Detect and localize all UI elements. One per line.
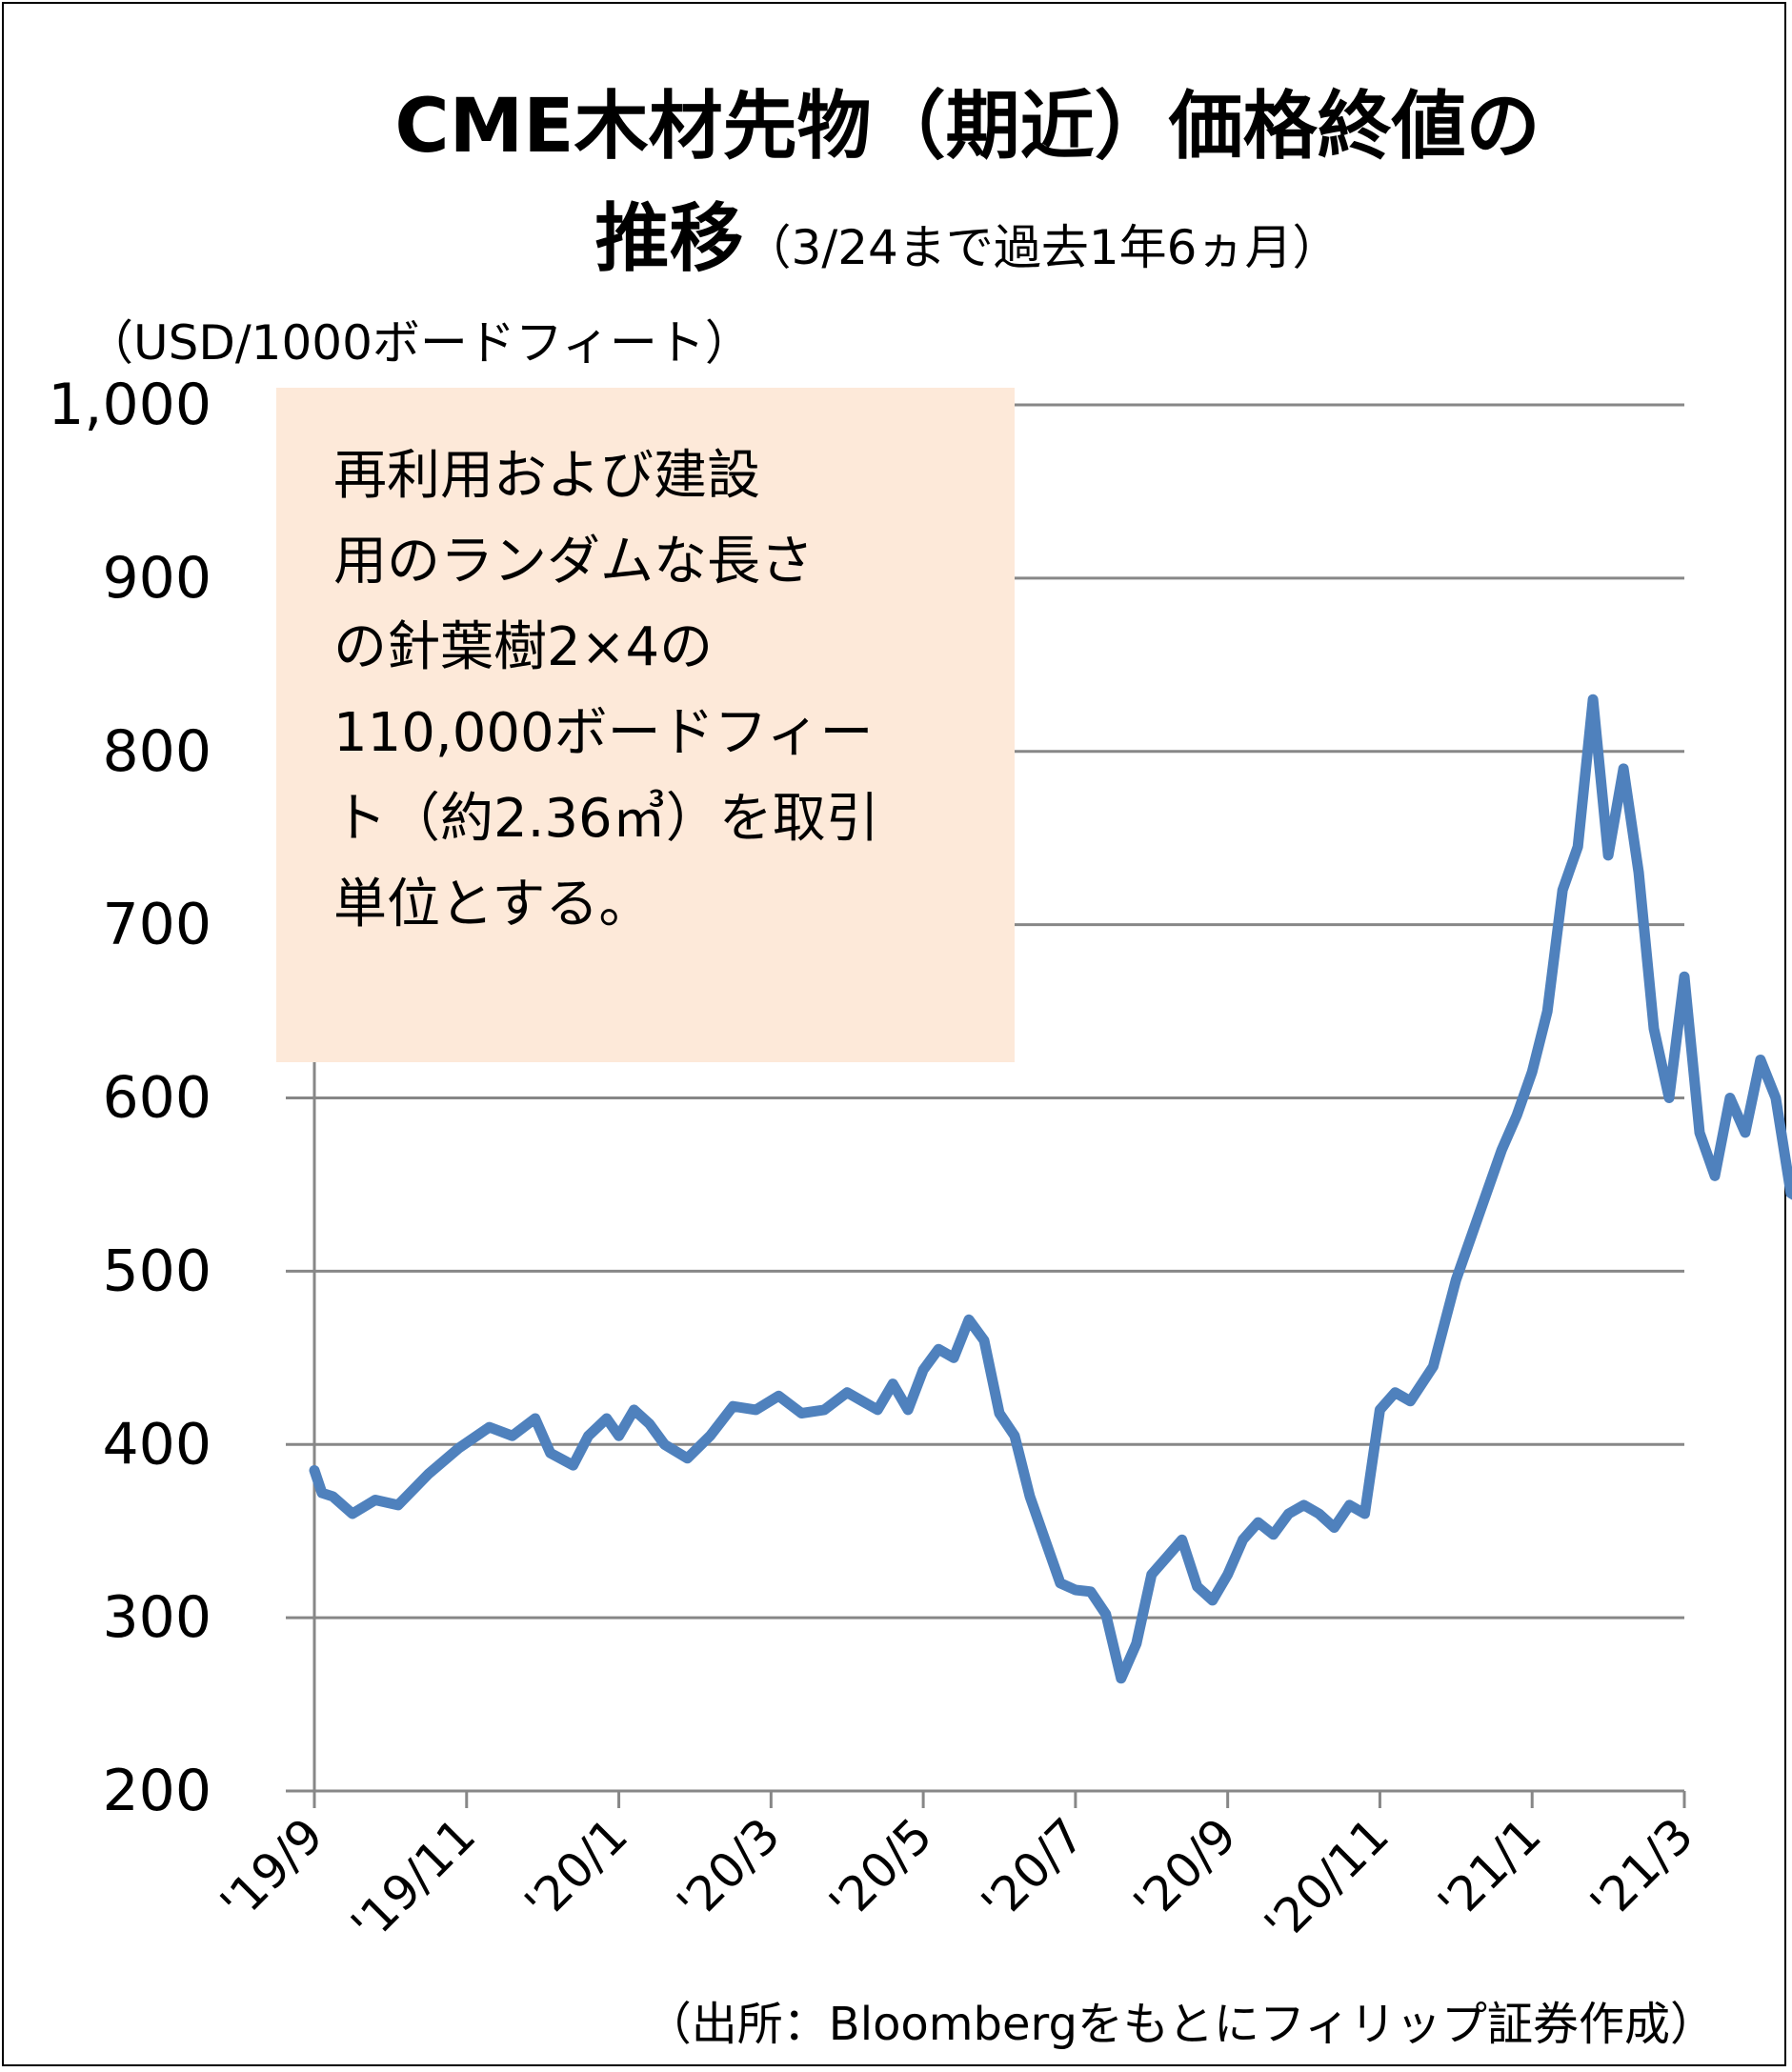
y-tick-label: 1,000 — [48, 372, 211, 438]
x-tick-label: '19/9 — [210, 1807, 333, 1931]
x-tick-label: '21/1 — [1428, 1807, 1552, 1931]
annotation-line: の針葉樹2×4の — [333, 616, 714, 678]
annotation-box: 再利用および建設 用のランダムな長さ の針葉樹2×4の 110,000ボードフィー ト（… — [276, 388, 1015, 1062]
y-tick-label: 800 — [102, 718, 211, 785]
y-axis-unit-label: （USD/1000ボードフィート） — [86, 315, 753, 371]
chart-title: CME木材先物（期近）価格終値の — [394, 84, 1540, 170]
x-tick-label: '20/1 — [514, 1807, 638, 1931]
x-tick-label: '20/7 — [971, 1807, 1095, 1931]
x-tick-label: '20/3 — [667, 1807, 791, 1931]
series-line — [309, 694, 1792, 1684]
y-tick-label: 700 — [102, 892, 211, 958]
y-tick-label: 500 — [102, 1237, 211, 1304]
y-tick-label: 300 — [102, 1584, 211, 1651]
x-tick-label: '20/11 — [1254, 1807, 1399, 1953]
annotation-line: 再利用および建設 — [333, 445, 760, 507]
chart-title-line2: 推移（3/24まで過去1年6ヵ月） — [0, 179, 1792, 286]
y-tick-label: 600 — [102, 1065, 211, 1132]
chart-subtitle: （3/24まで過去1年6ヵ月） — [743, 220, 1340, 275]
x-tick-label: '21/3 — [1580, 1807, 1703, 1931]
x-tick-label: '20/9 — [1123, 1807, 1247, 1931]
y-tick-label: 900 — [102, 545, 211, 612]
x-tick-label: '20/5 — [818, 1807, 942, 1931]
annotation-line: 用のランダムな長さ — [333, 531, 814, 593]
y-tick-label: 400 — [102, 1411, 211, 1478]
source-note: （出所：Bloombergをもとにフィリップ証券作成） — [645, 1998, 1716, 2051]
annotation-line: 単位とする。 — [333, 874, 653, 935]
chart-title-line2-main: 推移 — [594, 196, 744, 282]
annotation-line: ト（約2.36㎥）を取引 — [333, 788, 879, 850]
y-tick-label: 200 — [102, 1758, 211, 1824]
annotation-line: 110,000ボードフィー — [333, 702, 874, 764]
x-tick-label: '19/11 — [341, 1807, 487, 1953]
